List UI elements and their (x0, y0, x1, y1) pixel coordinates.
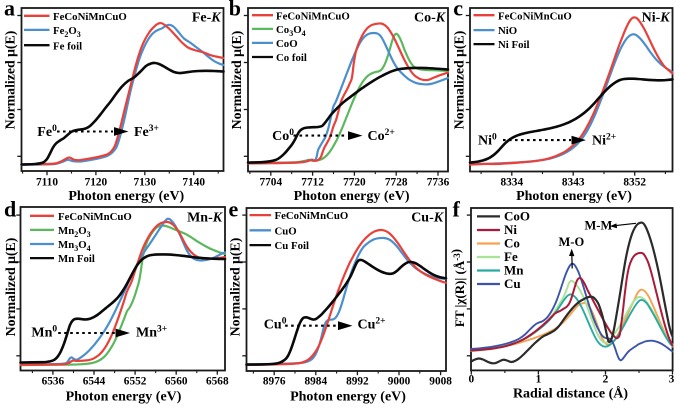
svg-text:2: 2 (603, 374, 609, 386)
svg-text:FeCoNiMnCuO: FeCoNiMnCuO (58, 211, 132, 223)
svg-text:6568: 6568 (206, 376, 229, 388)
svg-text:7110: 7110 (36, 176, 58, 188)
svg-text:Co foil: Co foil (276, 52, 307, 64)
svg-text:7712: 7712 (301, 176, 324, 188)
svg-text:8976: 8976 (263, 376, 286, 388)
svg-text:FeCoNiMnCuO: FeCoNiMnCuO (275, 210, 349, 222)
svg-text:7736: 7736 (427, 176, 450, 188)
svg-text:Normalized μ(E): Normalized μ(E) (228, 238, 244, 337)
svg-text:7120: 7120 (85, 176, 108, 188)
svg-text:Mn-K: Mn-K (187, 211, 224, 226)
svg-text:6560: 6560 (165, 376, 188, 388)
svg-text:e: e (229, 197, 239, 222)
svg-text:NiO: NiO (498, 25, 517, 37)
svg-text:Co-K: Co-K (414, 10, 447, 25)
svg-text:6544: 6544 (83, 376, 106, 388)
svg-text:Photon energy (eV): Photon energy (eV) (290, 390, 406, 405)
svg-text:M-O: M-O (559, 235, 585, 249)
svg-text:d: d (4, 197, 16, 222)
svg-text:6552: 6552 (124, 376, 147, 388)
svg-text:7720: 7720 (343, 176, 366, 188)
svg-text:Photon energy (eV): Photon energy (eV) (68, 189, 184, 204)
svg-text:7140: 7140 (182, 176, 205, 188)
svg-text:Normalized μ(E): Normalized μ(E) (2, 31, 18, 130)
svg-text:8352: 8352 (623, 176, 646, 188)
svg-text:FeCoNiMnCuO: FeCoNiMnCuO (53, 11, 127, 23)
svg-text:7704: 7704 (260, 176, 283, 188)
svg-text:Cu-K: Cu-K (411, 211, 445, 226)
svg-text:Fe foil: Fe foil (53, 40, 82, 52)
svg-text:Fe-K: Fe-K (192, 10, 222, 25)
svg-text:CuO: CuO (275, 225, 297, 237)
svg-text:FeCoNiMnCuO: FeCoNiMnCuO (498, 10, 572, 22)
svg-text:Photon energy (eV): Photon energy (eV) (66, 390, 182, 405)
svg-text:Photon energy (eV): Photon energy (eV) (294, 189, 410, 204)
svg-text:9000: 9000 (388, 376, 411, 388)
svg-text:Cu: Cu (504, 276, 521, 291)
svg-text:6536: 6536 (42, 376, 65, 388)
svg-text:7728: 7728 (385, 176, 408, 188)
svg-text:8334: 8334 (501, 176, 524, 188)
svg-text:8984: 8984 (305, 376, 328, 388)
svg-text:Normalized μ(E): Normalized μ(E) (229, 31, 245, 130)
svg-text:CoO: CoO (276, 38, 298, 50)
svg-text:Ni Foil: Ni Foil (498, 39, 530, 51)
svg-text:Photon energy (eV): Photon energy (eV) (516, 189, 632, 204)
svg-text:9008: 9008 (429, 376, 452, 388)
svg-text:c: c (453, 0, 463, 20)
svg-text:a: a (4, 0, 15, 20)
svg-text:3: 3 (669, 374, 675, 386)
svg-text:8992: 8992 (346, 376, 369, 388)
svg-text:Ni-K: Ni-K (642, 10, 672, 25)
svg-text:7130: 7130 (134, 176, 157, 188)
svg-text:b: b (229, 0, 241, 20)
svg-text:Radial distance (Å): Radial distance (Å) (513, 386, 628, 402)
svg-text:Mn Foil: Mn Foil (58, 253, 95, 265)
svg-text:8343: 8343 (562, 176, 585, 188)
svg-text:Cu Foil: Cu Foil (275, 240, 310, 252)
svg-text:Normalized μ(E): Normalized μ(E) (452, 31, 468, 130)
svg-text:FeCoNiMnCuO: FeCoNiMnCuO (276, 10, 350, 22)
svg-text:M-M: M-M (585, 219, 613, 233)
svg-text:0: 0 (468, 374, 474, 386)
svg-text:1: 1 (536, 374, 542, 386)
svg-text:Normalized μ(E): Normalized μ(E) (3, 238, 19, 337)
svg-text:f: f (453, 197, 461, 222)
